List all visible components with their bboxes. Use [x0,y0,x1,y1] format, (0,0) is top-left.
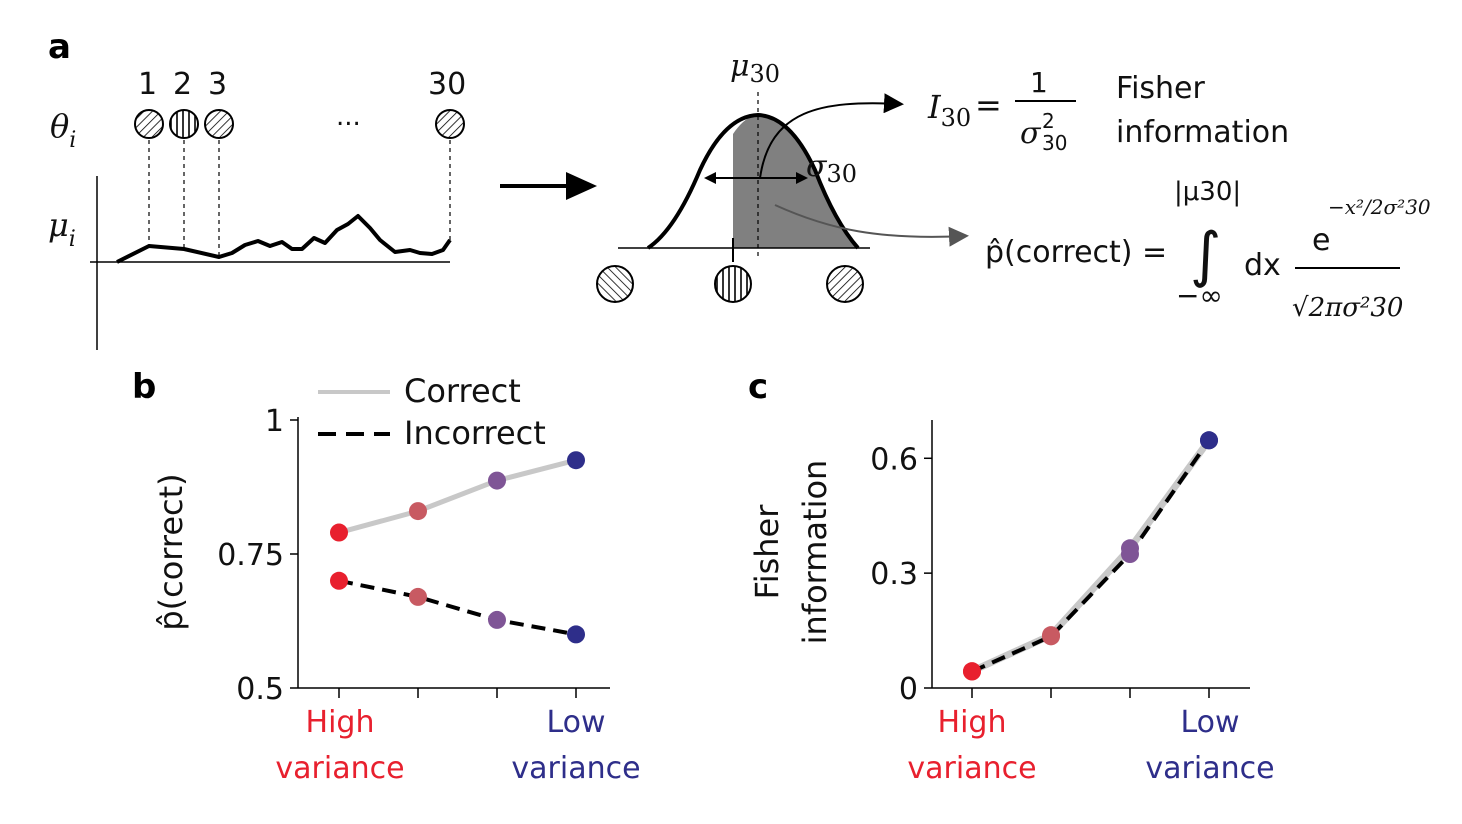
panel-b-axes [297,417,610,689]
svg-text:Correct: Correct [404,372,521,410]
ytick-label: 1 [265,404,284,439]
panel-b-xticks [338,688,577,698]
svg-text:1: 1 [1030,66,1048,99]
stimulus-grating-icons [134,109,465,139]
panel-b-xlabel-high-1: High [306,705,375,740]
ytick-label: 0.5 [236,672,284,707]
stim-ellipsis: ... [336,102,361,132]
data-point-incorrect [567,625,585,644]
decision-grating-icons [596,265,864,303]
data-point-incorrect [488,610,506,629]
stim-number-30: 30 [428,67,466,102]
pcorrect-arrow [774,204,969,247]
panel-c-xlabel-low-1: Low [1180,705,1239,740]
stim-number-2: 2 [173,67,192,102]
fisher-arrow [759,93,904,179]
mu-trajectory [116,214,452,264]
svg-text:I30: I30 [927,88,971,132]
theta-label: θi [50,107,76,153]
fisher-caption-line1: Fisher [1116,71,1206,106]
gaussian-distribution [618,92,870,262]
panel-b-xlabel-high-2: variance [275,751,404,786]
series-line-correct [338,457,577,535]
panel-a-letter: a [48,27,71,67]
svg-text:Incorrect: Incorrect [404,414,546,452]
data-point-correct [330,523,348,542]
panel-b-xlabel-low-1: Low [546,705,605,740]
data-point-incorrect [1200,431,1218,450]
series-line-correct [970,438,1212,675]
svg-text:−x²/2σ²30: −x²/2σ²30 [1328,195,1431,219]
ytick-label: 0.6 [870,442,918,477]
panel-b-plot [330,451,585,644]
panel-c-ylabel-line1: Fisher [748,504,786,600]
stimulus-drop-lines [148,140,451,255]
panel-b-yticks: 0.5 0.75 1 [217,404,298,707]
svg-text:e: e [1312,223,1330,258]
svg-text:dx: dx [1244,248,1281,283]
panel-b-letter: b [132,367,156,407]
series-line-incorrect [338,578,577,637]
data-point-incorrect [1042,627,1060,646]
transform-arrowhead [566,172,597,200]
panel-c-xlabel-high-1: High [938,705,1007,740]
fisher-formula: I30 = 1 σ 2 30 [927,66,1076,155]
mu-i-label: μi [48,206,76,252]
svg-text:−∞: −∞ [1176,279,1223,312]
panel-b-legend: Correct Incorrect [318,372,546,452]
panel-c-letter: c [748,367,768,407]
svg-text:2: 2 [1042,109,1055,133]
data-point-correct [409,502,427,521]
panel-c-xlabel-low-2: variance [1145,751,1274,786]
svg-text:∫: ∫ [1190,220,1221,290]
svg-text:√2πσ²30: √2πσ²30 [1292,293,1403,323]
panel-b-ylabel: p̂(correct) [152,473,190,630]
mu-30-label: μ30 [730,49,780,88]
fisher-caption-line2: information [1116,115,1289,150]
stim-number-1: 1 [138,67,157,102]
svg-text:p̂(correct) =: p̂(correct) = [985,235,1167,270]
panel-c-plot [963,431,1218,681]
sigma-30-label: σ30 [806,149,857,188]
panel-c-xlabel-high-2: variance [907,751,1036,786]
panel-c-axes [931,420,1250,689]
svg-text:30: 30 [1042,131,1067,155]
data-point-incorrect [1121,545,1139,563]
stim-number-3: 3 [208,67,227,102]
ytick-label: 0.75 [217,538,284,573]
ytick-label: 0 [899,672,918,707]
svg-text:|μ30|: |μ30| [1174,177,1241,207]
data-point-incorrect [409,587,427,606]
svg-text:=: = [975,86,1002,124]
data-point-correct [488,471,506,490]
ytick-label: 0.3 [870,557,918,592]
panel-c-yticks: 0 0.3 0.6 [870,442,932,707]
pcorrect-formula: p̂(correct) = ∫ |μ30| −∞ dx e −x²/2σ²30 … [985,177,1431,323]
panel-c-xticks [971,688,1210,698]
panel-b-xlabel-low-2: variance [511,751,640,786]
data-point-correct [567,451,585,470]
panel-c-ylabel-line2: information [796,460,834,645]
data-point-incorrect [963,662,981,681]
data-point-incorrect [330,571,348,590]
series-line-incorrect [971,439,1211,674]
svg-text:σ: σ [1020,116,1042,151]
